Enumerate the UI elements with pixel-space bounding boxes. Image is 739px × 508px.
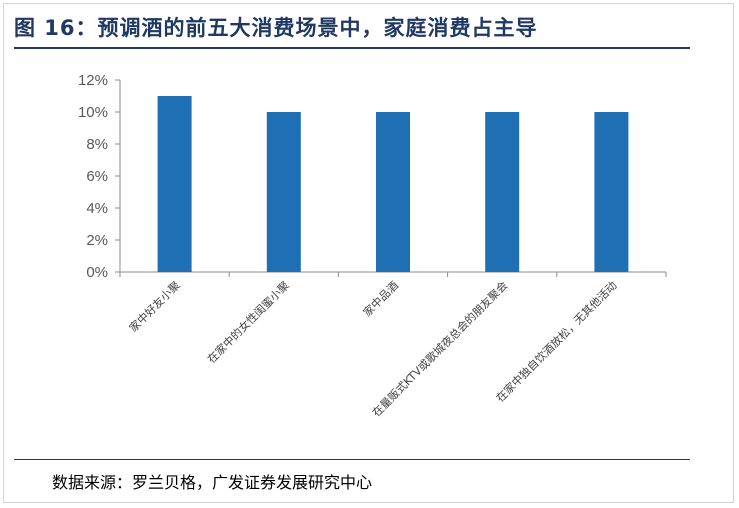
bar [376, 112, 410, 272]
title-rule [14, 47, 690, 49]
y-tick-label: 0% [86, 264, 108, 281]
bar [594, 112, 629, 272]
x-category-label: 在量贩式KTV或歌城夜总会的朋友聚会 [369, 278, 510, 419]
x-category-label: 家中好友小聚 [126, 278, 183, 335]
y-tick-label: 6% [86, 168, 108, 185]
x-category-label: 在家中的女性闺蜜小聚 [204, 278, 292, 366]
x-category-label: 家中品酒 [360, 278, 401, 319]
source-note: 数据来源：罗兰贝格，广发证券发展研究中心 [52, 473, 373, 492]
bar [157, 96, 192, 272]
y-tick-label: 8% [86, 136, 108, 153]
bar [485, 112, 520, 272]
source-rule [14, 459, 690, 460]
y-tick-label: 10% [78, 104, 108, 121]
x-category-label: 在家中独自饮酒放松，无其他活动 [493, 278, 620, 405]
y-tick-label: 4% [86, 200, 108, 217]
y-tick-label: 2% [86, 232, 108, 249]
figure-title: 图 16：预调酒的前五大消费场景中，家庭消费占主导 [14, 16, 538, 40]
y-tick-label: 12% [78, 72, 108, 89]
bar [266, 112, 301, 272]
